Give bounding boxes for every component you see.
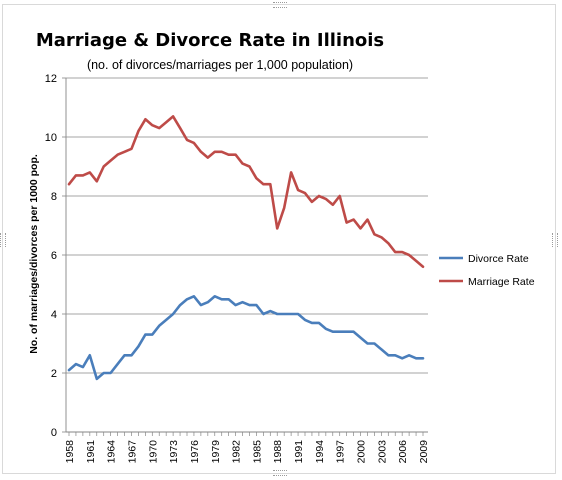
chart-title: Marriage & Divorce Rate in Illinois (35, 30, 385, 51)
y-axis-label: No. of marriages/divorces per 1000 pop. (28, 154, 40, 354)
y-tick-label: 8 (51, 191, 57, 203)
legend-label: Divorce Rate (468, 253, 529, 265)
x-tick-labels: 1958 1961 1964 1967 1970 1973 1976 1979 1982 1985… (64, 440, 430, 464)
y-tick-label: 10 (45, 132, 57, 144)
resize-handle-left[interactable] (0, 233, 6, 247)
y-tick-label: 0 (51, 427, 57, 439)
x-tick-label: 1988 (272, 440, 284, 464)
legend-label: Marriage Rate (468, 276, 535, 288)
x-tick-label: 2006 (397, 440, 409, 464)
y-tick-labels: 0 2 4 6 8 10 12 (45, 73, 57, 439)
x-tick-label: 1979 (210, 440, 222, 464)
y-tick-label: 6 (51, 250, 57, 262)
resize-handle-bottom[interactable] (273, 470, 287, 476)
x-tick-label: 1985 (251, 440, 263, 464)
resize-handle-right[interactable] (552, 233, 558, 247)
series-line-1 (67, 115, 425, 269)
x-tick-label: 1976 (189, 440, 201, 464)
y-tick-label: 4 (51, 309, 57, 321)
grid-lines (66, 77, 428, 374)
chart-subtitle: (no. of divorces/marriages per 1,000 pop… (86, 58, 354, 72)
resize-handle-top[interactable] (273, 2, 287, 8)
y-tick-label: 2 (51, 368, 57, 380)
x-tick-label: 1982 (231, 440, 243, 464)
y-tick-label: 12 (45, 73, 57, 85)
x-tick-label: 1961 (85, 440, 97, 464)
legend: Divorce Rate Marriage Rate (439, 253, 535, 288)
x-tick-label: 2000 (356, 440, 368, 464)
axes (62, 77, 428, 436)
x-tick-label: 1967 (126, 440, 138, 464)
x-tick-label: 1964 (106, 440, 118, 464)
x-tick-label: 1958 (64, 440, 76, 464)
x-tick-label: 1970 (147, 440, 159, 464)
x-tick-label: 2009 (418, 440, 430, 464)
x-tick-label: 1991 (293, 440, 305, 464)
x-tick-label: 1994 (314, 440, 326, 464)
series-line-0 (67, 294, 425, 381)
series-lines (67, 115, 425, 381)
x-tick-label: 1973 (168, 440, 180, 464)
x-tick-label: 1997 (335, 440, 347, 464)
x-tick-label: 2003 (376, 440, 388, 464)
